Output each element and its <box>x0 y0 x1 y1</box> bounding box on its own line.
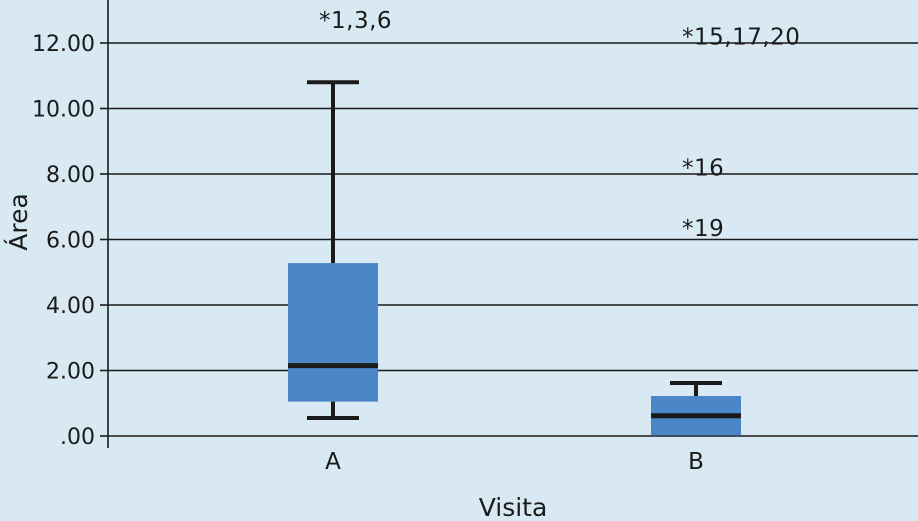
outlier-label: *19 <box>682 216 724 242</box>
grid-lines <box>108 42 918 437</box>
outlier-label: *1,3,6 <box>319 8 392 34</box>
box-iqr <box>288 263 378 402</box>
y-tick-label: 12.00 <box>32 32 95 57</box>
y-tick-label: 10.00 <box>32 98 95 123</box>
x-category-label: B <box>688 449 704 475</box>
y-tick-label: 4.00 <box>46 294 95 319</box>
y-axis-title: Área <box>4 193 33 251</box>
y-tick-label: 2.00 <box>46 360 95 385</box>
box-B <box>651 380 741 436</box>
outlier-label: *16 <box>682 155 724 181</box>
boxes <box>288 80 741 436</box>
y-tick-label: .00 <box>60 425 95 450</box>
x-category-label: A <box>325 449 341 475</box>
y-axis-ticks: .00 2.00 4.00 6.00 8.00 10.00 12.00 <box>32 32 108 450</box>
x-axis-title: Visita <box>479 493 548 521</box>
outlier-label: *15,17,20 <box>682 24 800 50</box>
box-A <box>288 80 378 420</box>
y-tick-label: 6.00 <box>46 229 95 254</box>
outlier-labels: *1,3,6 *15,17,20 *16 *19 <box>319 8 800 242</box>
y-tick-label: 8.00 <box>46 163 95 188</box>
